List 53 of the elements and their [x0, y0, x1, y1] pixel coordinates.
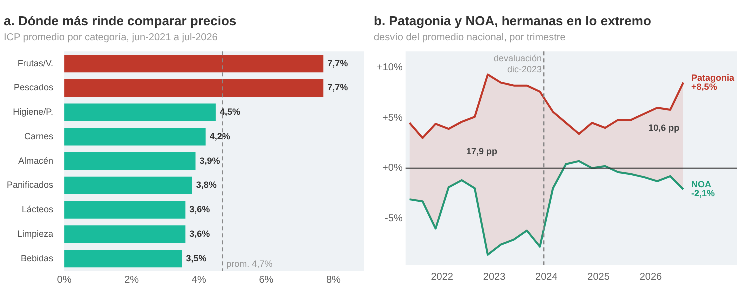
bar	[64, 54, 324, 73]
data-label: +8,5%	[692, 82, 718, 92]
bar	[64, 226, 186, 244]
data-label: 3,8%	[196, 180, 217, 190]
x-tick-label: 2024	[536, 272, 558, 283]
data-label: 7,7%	[328, 82, 348, 93]
y-tick-label: -5%	[385, 213, 403, 224]
y-tick-label: Bebidas	[21, 253, 54, 264]
y-tick-label: Higiene/P.	[13, 107, 54, 118]
chart-subtitle: ICP promedio por categoría, jun-2021 a jul-2026	[4, 32, 218, 44]
y-tick-label: Panificados	[7, 180, 54, 190]
bar	[64, 104, 216, 122]
data-label: 3,9%	[200, 156, 220, 166]
x-tick-label: 8%	[326, 274, 342, 286]
bar	[64, 152, 196, 170]
x-tick-label: 2%	[124, 274, 140, 286]
y-tick-label: Carnes	[24, 131, 54, 142]
x-tick-label: 2026	[640, 272, 663, 283]
y-tick-label: +10%	[376, 62, 403, 74]
bar	[64, 79, 324, 97]
x-tick-label: 4%	[192, 274, 206, 286]
chart-subtitle: desvío del promedio nacional, por trimestre	[374, 32, 566, 44]
x-tick-label: 6%	[259, 274, 274, 286]
bar	[64, 250, 182, 268]
y-tick-label: Lácteos	[22, 204, 54, 215]
chart-title: b. Patagonia y NOA, hermanas en lo extremo	[374, 13, 652, 28]
x-tick-label: 2023	[483, 272, 506, 283]
x-tick-label: 2025	[588, 272, 610, 283]
y-tick-label: Pescados	[14, 82, 54, 93]
data-label: 4,5%	[220, 107, 240, 118]
annotation: 10,6 pp	[648, 122, 680, 133]
data-label: 3,5%	[186, 253, 207, 264]
bar	[64, 176, 192, 194]
ref-line-label: prom. 4,7%	[226, 258, 273, 269]
y-tick-label: Limpieza	[18, 228, 54, 239]
bar	[64, 128, 206, 146]
y-tick-label: +0%	[382, 163, 403, 174]
series-label: Patagonia	[692, 72, 736, 83]
ref-line-label: devaluación dic-2023	[494, 54, 542, 75]
bar	[64, 201, 186, 219]
data-label: 7,7%	[328, 58, 348, 68]
data-label: 3,6%	[190, 228, 210, 239]
data-label: 4,2%	[210, 131, 230, 142]
chart-title: a. Dónde más rinde comparar precios	[4, 13, 237, 28]
x-tick-label: 0%	[57, 274, 72, 286]
annotation: 17,9 pp	[466, 146, 498, 156]
y-tick-label: Almacén	[18, 156, 54, 166]
data-label: 3,6%	[190, 204, 210, 215]
data-label: -2,1%	[692, 188, 716, 198]
x-tick-label: 2022	[431, 272, 454, 283]
series-label: NOA	[692, 179, 712, 190]
y-tick-label: Frutas/V.	[18, 58, 54, 68]
y-tick-label: +5%	[382, 112, 403, 124]
